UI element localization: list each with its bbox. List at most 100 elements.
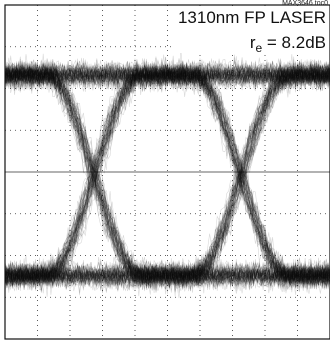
eye-trace — [5, 64, 330, 295]
eye-trace — [4, 62, 330, 290]
eye-trace — [4, 61, 330, 91]
eye-trace — [4, 67, 330, 291]
eye-trace — [4, 61, 330, 288]
eye-trace — [4, 64, 330, 290]
eye-trace — [4, 56, 330, 287]
eye-trace — [4, 58, 330, 296]
eye-trace — [4, 62, 330, 91]
eye-trace — [4, 261, 330, 289]
eye-trace — [4, 61, 330, 285]
eye-trace — [4, 64, 330, 289]
eye-trace — [4, 60, 330, 288]
eye-trace — [4, 60, 330, 290]
eye-trace — [4, 60, 330, 289]
eye-trace — [4, 59, 330, 290]
eye-trace — [4, 57, 330, 286]
eye-trace — [4, 61, 330, 287]
eye-trace — [4, 56, 330, 295]
eye-trace — [4, 58, 330, 89]
eye-trace — [4, 59, 330, 90]
eye-trace — [4, 60, 330, 289]
eye-trace — [4, 64, 330, 288]
eye-trace — [4, 261, 330, 294]
eye-trace — [4, 259, 330, 290]
eye-trace — [4, 59, 330, 287]
eye-trace — [4, 257, 330, 291]
eye-trace — [4, 61, 330, 88]
eye-trace — [4, 63, 330, 291]
eye-trace — [4, 67, 330, 290]
eye-trace — [4, 259, 330, 294]
eye-trace — [4, 67, 330, 297]
eye-trace — [4, 58, 330, 287]
eye-trace — [4, 60, 330, 291]
eye-trace — [4, 57, 330, 286]
eye-trace — [4, 58, 330, 290]
figure-id-label: MAX3646 toc0 — [282, 0, 328, 7]
eye-trace — [4, 258, 330, 290]
eye-trace — [4, 61, 330, 286]
eye-trace — [4, 256, 330, 287]
eye-trace — [4, 63, 330, 295]
eye-trace — [4, 59, 330, 292]
eye-trace — [4, 60, 330, 293]
eye-trace — [4, 63, 330, 297]
eye-trace — [4, 58, 330, 86]
eye-trace — [4, 64, 330, 286]
eye-trace — [4, 60, 330, 92]
eye-trace — [4, 62, 330, 288]
eye-trace — [4, 60, 330, 292]
eye-trace — [4, 60, 330, 95]
eye-trace — [4, 61, 330, 289]
eye-trace — [4, 60, 330, 291]
eye-trace — [4, 59, 330, 92]
eye-trace — [4, 63, 330, 286]
eye-trace — [4, 62, 330, 90]
eye-trace — [4, 258, 330, 292]
eye-trace — [4, 66, 330, 294]
eye-trace — [4, 257, 330, 292]
eye-trace — [4, 64, 330, 299]
eye-trace — [4, 57, 330, 285]
eye-trace — [4, 262, 330, 290]
eye-trace — [4, 64, 330, 291]
eye-trace — [4, 56, 330, 287]
eye-trace — [4, 260, 330, 290]
eye-trace — [4, 62, 330, 94]
eye-trace — [4, 60, 330, 291]
eye-trace — [4, 68, 330, 290]
eye-trace — [4, 59, 330, 290]
eye-trace — [4, 62, 330, 297]
eye-trace — [4, 68, 330, 288]
eye-trace — [4, 63, 330, 289]
eye-trace — [4, 68, 330, 292]
eye-trace — [4, 56, 330, 288]
eye-trace — [4, 59, 330, 92]
eye-trace — [4, 62, 330, 288]
eye-trace — [4, 60, 330, 289]
eye-trace — [4, 63, 330, 288]
eye-trace — [4, 61, 330, 289]
eye-trace — [4, 59, 330, 290]
eye-trace — [4, 66, 330, 289]
eye-trace — [4, 60, 330, 95]
eye-trace — [4, 59, 330, 289]
eye-trace — [4, 260, 330, 289]
eye-trace — [4, 260, 330, 288]
eye-trace — [4, 54, 330, 89]
eye-trace — [4, 63, 330, 290]
eye-trace — [4, 259, 330, 293]
eye-trace — [4, 65, 330, 289]
eye-trace — [4, 67, 330, 292]
eye-trace — [4, 64, 330, 287]
eye-trace — [4, 56, 330, 289]
eye-trace — [4, 62, 330, 282]
eye-traces — [4, 48, 330, 299]
eye-trace — [4, 62, 330, 290]
annotation-background — [172, 7, 328, 53]
eye-trace — [4, 259, 330, 294]
eye-trace — [4, 59, 330, 288]
eye-trace — [4, 63, 330, 291]
eye-trace — [4, 61, 330, 290]
